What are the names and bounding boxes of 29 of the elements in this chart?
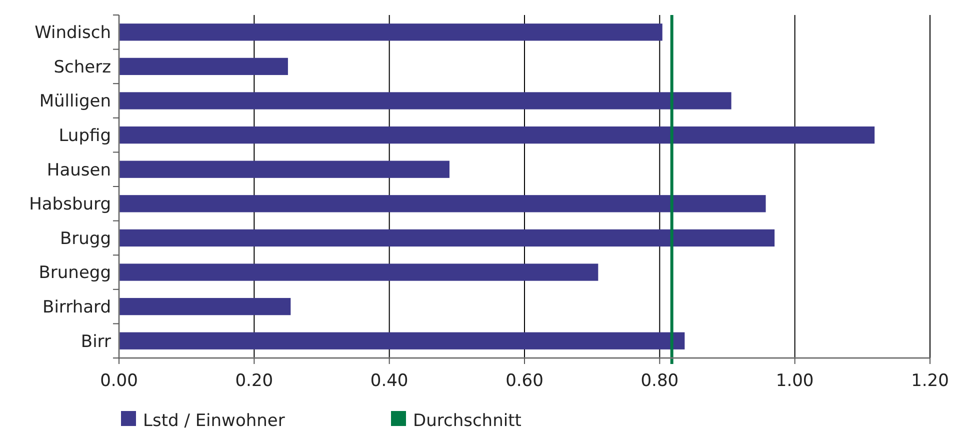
bar (119, 195, 766, 212)
x-tick-label: 0.40 (370, 371, 408, 391)
bar (119, 332, 685, 350)
bar (119, 58, 288, 76)
x-tick-label: 0.60 (506, 371, 544, 391)
bar (119, 126, 875, 144)
x-tick-label: 0.00 (100, 371, 138, 391)
bar (119, 160, 450, 178)
y-tick-label: Habsburg (29, 194, 111, 215)
y-tick-label: Scherz (54, 57, 112, 78)
bar (119, 229, 775, 247)
y-tick-label: Hausen (46, 160, 111, 180)
bar (119, 92, 732, 110)
x-tick-label: 1.20 (911, 371, 949, 391)
y-tick-label: Brugg (60, 228, 111, 249)
x-tick-label: 1.00 (776, 371, 814, 391)
x-tick-label: 0.80 (640, 371, 679, 391)
bar (119, 24, 662, 41)
y-tick-label: Birrhard (42, 298, 111, 318)
y-tick-label: Mülligen (39, 92, 111, 112)
y-tick-label: Brunegg (38, 263, 111, 284)
y-tick-label: Windisch (34, 23, 111, 44)
legend-label: Durchschnitt (413, 411, 522, 431)
y-tick-label: Lupfig (58, 126, 111, 146)
bar (119, 298, 291, 316)
bar (119, 264, 598, 281)
legend-label: Lstd / Einwohner (143, 411, 285, 431)
x-tick-label: 0.20 (235, 371, 274, 391)
y-tick-label: Birr (80, 332, 111, 352)
